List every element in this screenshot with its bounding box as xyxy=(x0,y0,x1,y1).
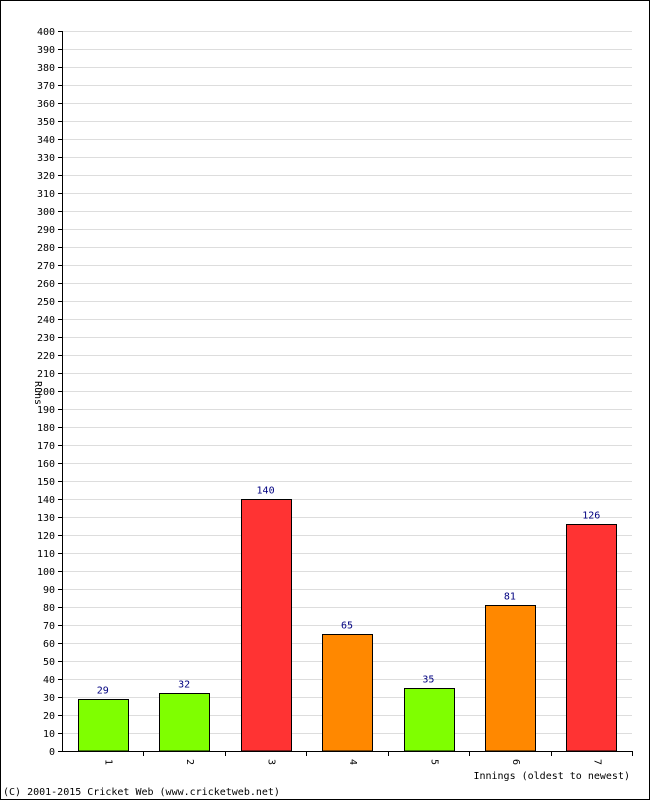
y-tick-label: 80 xyxy=(43,603,55,614)
x-tick-label: 1 xyxy=(103,759,114,765)
x-tick-label: 7 xyxy=(591,759,602,765)
y-tick-label: 30 xyxy=(43,693,55,704)
y-tick-label: 390 xyxy=(37,45,55,56)
y-tick-label: 250 xyxy=(37,297,55,308)
y-tick-label: 360 xyxy=(37,99,55,110)
bar-value-label: 140 xyxy=(257,486,275,497)
bar xyxy=(159,693,210,752)
y-tick-label: 120 xyxy=(37,531,55,542)
y-tick-label: 320 xyxy=(37,171,55,182)
bars xyxy=(78,499,617,752)
y-tick-label: 70 xyxy=(43,621,55,632)
y-tick-label: 140 xyxy=(37,495,55,506)
bar-value-label: 35 xyxy=(422,675,434,686)
x-axis-title: Innings (oldest to newest) xyxy=(473,771,630,782)
y-tick-label: 230 xyxy=(37,333,55,344)
y-tick-label: 210 xyxy=(37,369,55,380)
y-tick-label: 0 xyxy=(49,747,55,758)
bar xyxy=(404,688,455,752)
y-tick-label: 150 xyxy=(37,477,55,488)
y-axis-title: Runs xyxy=(32,381,43,405)
y-tick-label: 190 xyxy=(37,405,55,416)
x-tick-label: 5 xyxy=(428,759,439,765)
bar-value-label: 81 xyxy=(504,592,516,603)
x-tick-label: 4 xyxy=(347,759,358,765)
y-tick-label: 100 xyxy=(37,567,55,578)
y-tick-label: 290 xyxy=(37,225,55,236)
y-tick-label: 130 xyxy=(37,513,55,524)
y-tick-label: 170 xyxy=(37,441,55,452)
bar xyxy=(566,524,617,752)
gridlines xyxy=(62,31,632,734)
y-tick-label: 400 xyxy=(37,27,55,38)
y-tick-label: 240 xyxy=(37,315,55,326)
bar-value-label: 65 xyxy=(341,621,353,632)
y-tick-label: 20 xyxy=(43,711,55,722)
y-tick-label: 350 xyxy=(37,117,55,128)
y-tick-label: 380 xyxy=(37,63,55,74)
bar xyxy=(78,699,129,752)
y-tick-label: 270 xyxy=(37,261,55,272)
y-tick-label: 370 xyxy=(37,81,55,92)
y-tick-label: 110 xyxy=(37,549,55,560)
y-tick-label: 10 xyxy=(43,729,55,740)
x-tick-label: 6 xyxy=(510,759,521,765)
bar-value-label: 29 xyxy=(97,686,109,697)
bar xyxy=(241,499,292,752)
copyright-footer: (C) 2001-2015 Cricket Web (www.cricketwe… xyxy=(3,787,280,798)
y-tick-label: 300 xyxy=(37,207,55,218)
y-tick-label: 90 xyxy=(43,585,55,596)
y-tick-label: 260 xyxy=(37,279,55,290)
y-tick-label: 160 xyxy=(37,459,55,470)
y-tick-label: 220 xyxy=(37,351,55,362)
y-tick-label: 40 xyxy=(43,675,55,686)
bar xyxy=(322,634,373,752)
y-tick-label: 60 xyxy=(43,639,55,650)
y-tick-label: 180 xyxy=(37,423,55,434)
y-tick-label: 310 xyxy=(37,189,55,200)
bar-value-label: 126 xyxy=(582,511,600,522)
x-tick-label: 3 xyxy=(266,759,277,765)
y-tick-label: 280 xyxy=(37,243,55,254)
y-tick-label: 50 xyxy=(43,657,55,668)
labels: 0 10 20 30 40 50 60 70 80 90 100 110 120 130 140 150 160… xyxy=(37,27,602,765)
bar-value-label: 32 xyxy=(178,680,190,691)
y-tick-label: 200 xyxy=(37,387,55,398)
y-tick-label: 340 xyxy=(37,135,55,146)
axes xyxy=(58,31,633,756)
bar xyxy=(485,605,536,752)
y-tick-label: 330 xyxy=(37,153,55,164)
x-tick-label: 2 xyxy=(184,759,195,765)
